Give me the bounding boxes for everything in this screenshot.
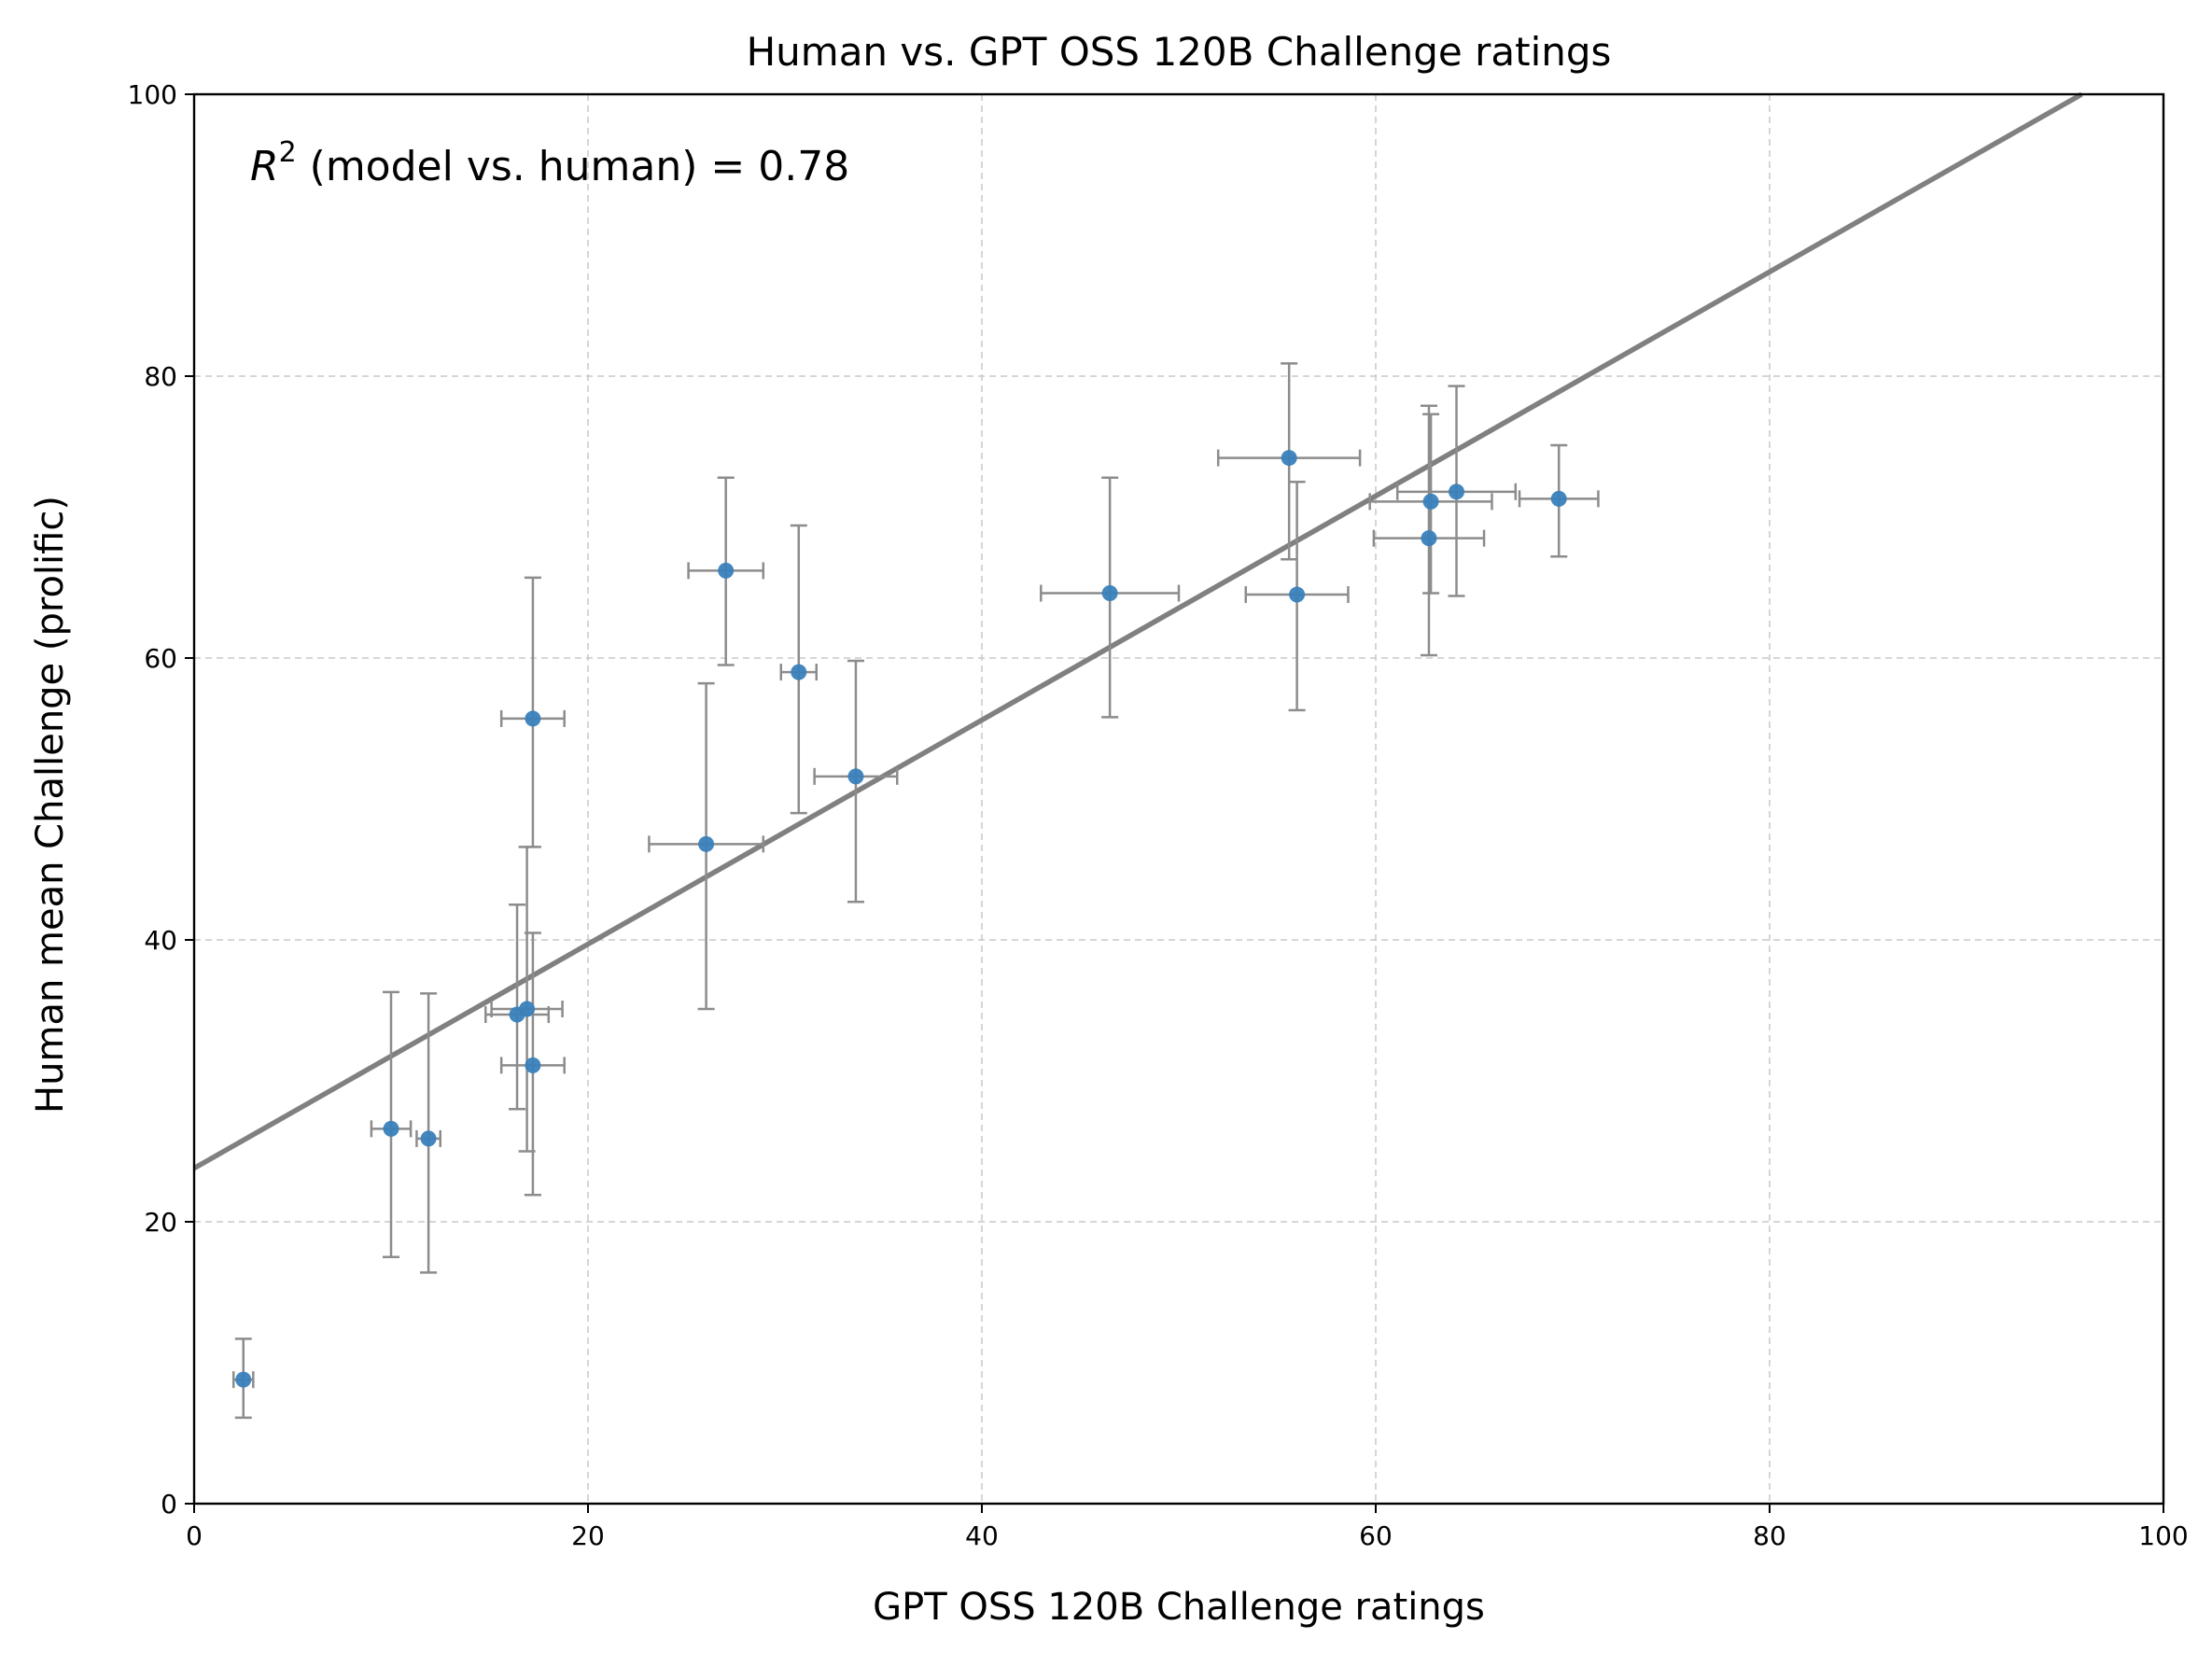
data-point	[847, 768, 864, 785]
grid-lines	[194, 94, 2163, 1504]
y-tick-label: 0	[161, 1489, 177, 1520]
data-point	[1421, 530, 1437, 547]
x-axis-label: GPT OSS 120B Challenge ratings	[873, 1586, 1485, 1629]
data-point	[383, 1120, 399, 1137]
data-point	[420, 1130, 437, 1147]
y-tick-label: 40	[144, 925, 177, 956]
r-squared-text: (model vs. human) = 0.78	[297, 143, 850, 190]
data-point	[1289, 586, 1306, 603]
data-point	[698, 835, 715, 852]
data-point	[1281, 450, 1297, 467]
x-tick-label: 60	[1359, 1520, 1393, 1551]
r-squared-annotation: R2 (model vs. human) = 0.78	[250, 136, 849, 190]
data-point	[1550, 490, 1567, 507]
data-point	[519, 1001, 536, 1017]
data-point	[791, 664, 807, 680]
r-symbol: R	[250, 143, 279, 190]
y-tick-label: 100	[128, 79, 177, 110]
fit-line-group	[192, 91, 2083, 1171]
fit-line	[192, 91, 2083, 1171]
x-tick-label: 100	[2138, 1520, 2188, 1551]
data-point	[525, 1057, 541, 1073]
x-tick-label: 40	[965, 1520, 999, 1551]
y-tick-label: 20	[144, 1207, 177, 1238]
plot-frame	[192, 92, 2165, 1506]
data-point	[1449, 483, 1465, 500]
x-tick-label: 80	[1753, 1520, 1786, 1551]
data-point	[1101, 585, 1118, 602]
data-points	[235, 450, 1567, 1388]
y-tick-label: 80	[144, 361, 177, 392]
x-tick-label: 20	[571, 1520, 605, 1551]
data-point	[235, 1371, 252, 1388]
y-tick-label: 60	[144, 643, 177, 674]
axis-ticks: 0 20 40 60 80 100 0 20 40 60 80 100	[128, 79, 2189, 1551]
y-axis-label: Human mean Challenge (prolific)	[29, 496, 72, 1114]
data-point	[718, 562, 735, 579]
chart-title: Human vs. GPT OSS 120B Challenge ratings	[747, 29, 1612, 75]
x-tick-label: 0	[186, 1520, 203, 1551]
data-point	[525, 710, 541, 727]
data-point	[1422, 493, 1439, 510]
r-exponent: 2	[279, 136, 297, 169]
